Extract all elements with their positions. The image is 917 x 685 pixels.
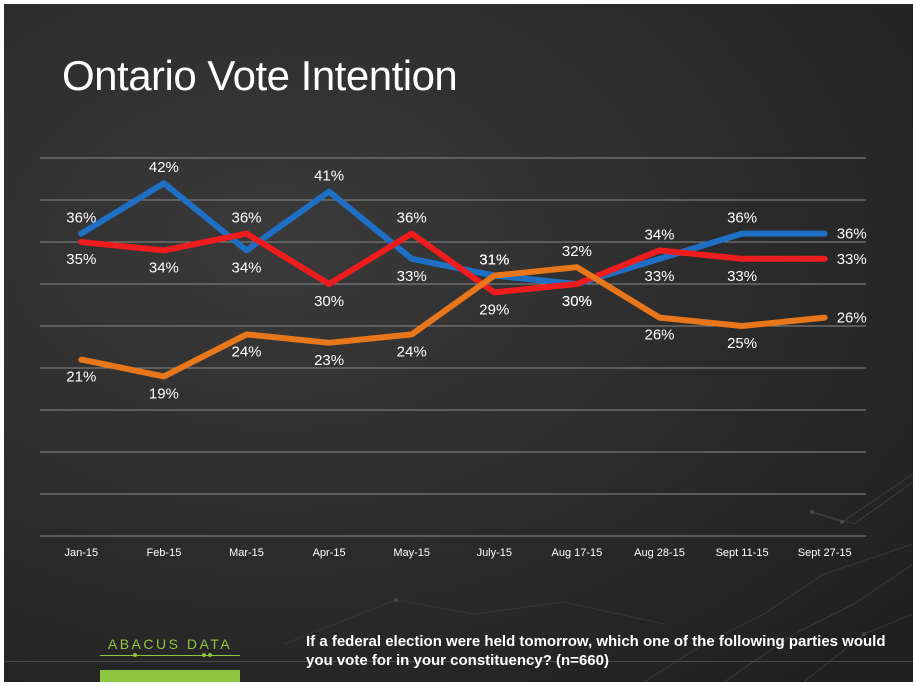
logo-text: ABACUS DATA [107, 636, 233, 652]
data-label: 23% [314, 352, 344, 369]
data-label: 30% [562, 293, 592, 310]
data-label: 25% [727, 335, 757, 352]
data-label: 24% [397, 343, 427, 360]
footer-divider [4, 661, 913, 662]
data-label: 26% [837, 310, 867, 327]
data-label: 32% [562, 243, 592, 260]
data-label: 36% [66, 210, 96, 227]
x-tick-label: May-15 [393, 547, 430, 559]
data-label: 34% [644, 226, 674, 243]
x-tick-label: Jan-15 [64, 547, 98, 559]
series-line-3 [78, 264, 828, 380]
data-label: 33% [727, 268, 757, 285]
background-decoration [283, 473, 913, 682]
data-label: 21% [66, 369, 96, 386]
data-label: 19% [149, 385, 179, 402]
chart-data-labels: 36% 42% 34% 41% 33% 31% 30% 33% 36% 36% 35% 34% 36% 3… [66, 159, 866, 402]
chart-series [78, 180, 828, 380]
x-tick-label: July-15 [477, 547, 512, 559]
data-label: 26% [644, 327, 674, 344]
data-label: 33% [644, 268, 674, 285]
x-tick-label: Sept 27-15 [798, 547, 852, 559]
chart: Jan-15 Feb-15 Mar-15 Apr-15 May-15 July-15 Aug… [40, 157, 913, 682]
data-label: 31% [479, 252, 509, 269]
abacus-data-logo: ABACUS DATA [100, 636, 240, 658]
x-tick-label: Sept 11-15 [716, 547, 769, 559]
data-label: 33% [397, 268, 427, 285]
data-label: 30% [562, 293, 592, 310]
data-label: 24% [231, 343, 261, 360]
page-title: Ontario Vote Intention [62, 52, 458, 99]
data-label: 29% [479, 301, 509, 318]
x-tick-label: Apr-15 [313, 547, 346, 559]
logo-rule [100, 653, 240, 658]
data-label: 36% [231, 210, 261, 227]
data-label: 34% [149, 259, 179, 276]
chart-x-axis: Jan-15 Feb-15 Mar-15 Apr-15 May-15 July-15 Aug… [64, 547, 851, 559]
data-label: 41% [314, 168, 344, 185]
survey-question: If a federal election were held tomorrow… [306, 633, 886, 669]
x-tick-label: Feb-15 [146, 547, 181, 559]
x-tick-label: Aug 17-15 [552, 547, 603, 559]
data-label: 42% [149, 159, 179, 176]
series-line-1 [78, 180, 828, 287]
data-label: 34% [231, 259, 261, 276]
slide: Jan-15 Feb-15 Mar-15 Apr-15 May-15 July-15 Aug… [4, 4, 913, 682]
data-label: 36% [837, 226, 867, 243]
data-label: 35% [66, 251, 96, 268]
data-label: 33% [837, 251, 867, 268]
data-label: 30% [314, 293, 344, 310]
data-label: 36% [397, 210, 427, 227]
logo-bar [100, 670, 240, 682]
x-tick-label: Mar-15 [229, 547, 264, 559]
series-line-2 [78, 230, 828, 296]
data-label: 36% [727, 210, 757, 227]
data-label: 31% [479, 252, 509, 269]
x-tick-label: Aug 28-15 [634, 547, 685, 559]
